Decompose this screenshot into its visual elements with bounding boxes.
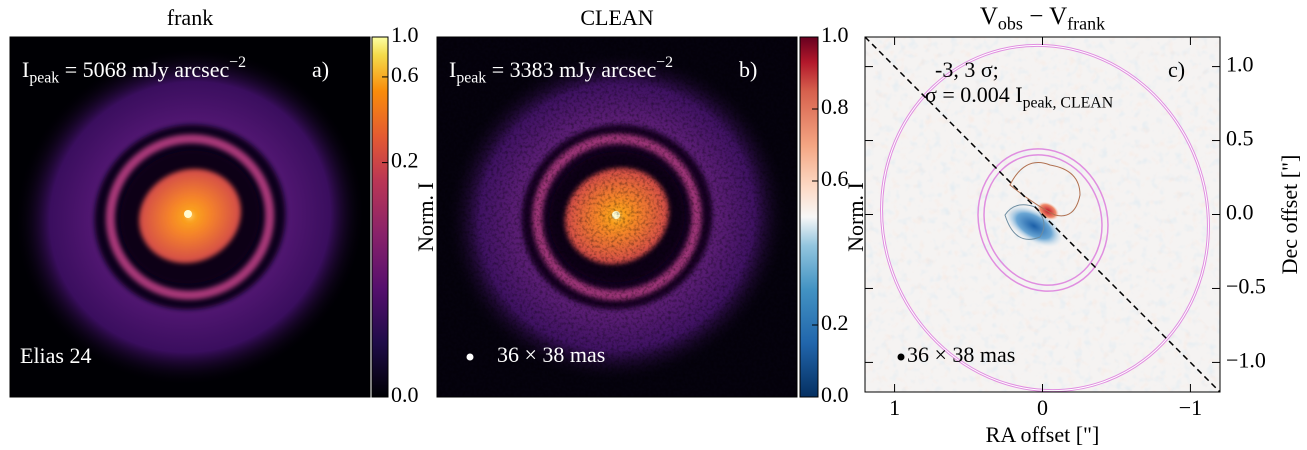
colorbar-tick-label: 1.0 — [821, 22, 849, 47]
panel-label: a) — [312, 57, 329, 82]
colorbar — [371, 36, 389, 398]
beam — [897, 353, 905, 361]
text-part: obs — [998, 14, 1023, 34]
colorbar-tick-label: 0.2 — [821, 310, 849, 335]
colorbar-tick-label: 0.8 — [821, 94, 849, 119]
sigma-label: σ = 0.004 Ipeak, CLEAN — [925, 82, 1114, 111]
y-tick-label: 0.5 — [1226, 126, 1254, 151]
colorbar-tick-label: 1.0 — [391, 22, 419, 47]
peak-label: Ipeak = 3383 mJy arcsec−2 — [449, 54, 673, 86]
image-frank — [10, 37, 370, 397]
text-part: −2 — [229, 54, 246, 71]
beam — [466, 353, 474, 361]
image-residual — [865, 37, 1220, 392]
x-tick-label: −1 — [1179, 395, 1202, 420]
text-part: I — [449, 57, 456, 82]
text-part: I — [22, 57, 29, 82]
text-part: peak, CLEAN — [1023, 94, 1114, 111]
text-part: = 5068 mJy arcsec — [59, 57, 229, 82]
panel-title: Vobs − Vfrank — [980, 3, 1105, 34]
y-axis-label: Dec offset ["] — [1277, 155, 1302, 275]
text-part: σ = 0.004 I — [925, 82, 1023, 107]
y-tick-label: −1.0 — [1226, 347, 1266, 372]
colorbar — [799, 36, 819, 398]
text-part: peak — [456, 69, 486, 86]
image-clean — [437, 37, 797, 397]
text-part: peak — [29, 69, 59, 86]
panel-label: c) — [1168, 57, 1185, 82]
text-part: − V — [1023, 3, 1067, 30]
peak-label: Ipeak = 5068 mJy arcsec−2 — [22, 54, 246, 86]
panel-title: CLEAN — [580, 5, 653, 30]
colorbar-label: Norm. I — [413, 182, 438, 252]
y-tick-label: 0.0 — [1226, 200, 1254, 225]
colorbar-tick-label: 0.0 — [821, 382, 849, 407]
text-part: −2 — [656, 54, 673, 71]
x-axis-label: RA offset ["] — [986, 422, 1100, 447]
frame — [9, 36, 371, 398]
contour-label: -3, 3 σ; — [935, 57, 999, 82]
beam-label: 36 × 38 mas — [907, 342, 1015, 367]
beam-label: 36 × 38 mas — [497, 342, 605, 367]
colorbar-label: Norm. I — [843, 182, 868, 252]
text-part: = 3383 mJy arcsec — [486, 57, 656, 82]
colorbar-tick-label: 0.0 — [391, 382, 419, 407]
colorbar-tick-label: 0.6 — [821, 166, 849, 191]
colorbar-tick-label: 0.2 — [391, 148, 419, 173]
source-label: Elias 24 — [20, 343, 92, 368]
y-tick-label: 1.0 — [1226, 52, 1254, 77]
panel-label: b) — [739, 57, 757, 82]
colorbar-tick-label: 0.6 — [391, 62, 419, 87]
panel-title: frank — [167, 5, 213, 30]
text-part: V — [980, 3, 998, 30]
frame — [436, 36, 798, 398]
x-tick-label: 0 — [1037, 395, 1048, 420]
text-part: frank — [1067, 14, 1105, 34]
y-tick-label: −0.5 — [1226, 274, 1266, 299]
x-tick-label: 1 — [889, 395, 900, 420]
